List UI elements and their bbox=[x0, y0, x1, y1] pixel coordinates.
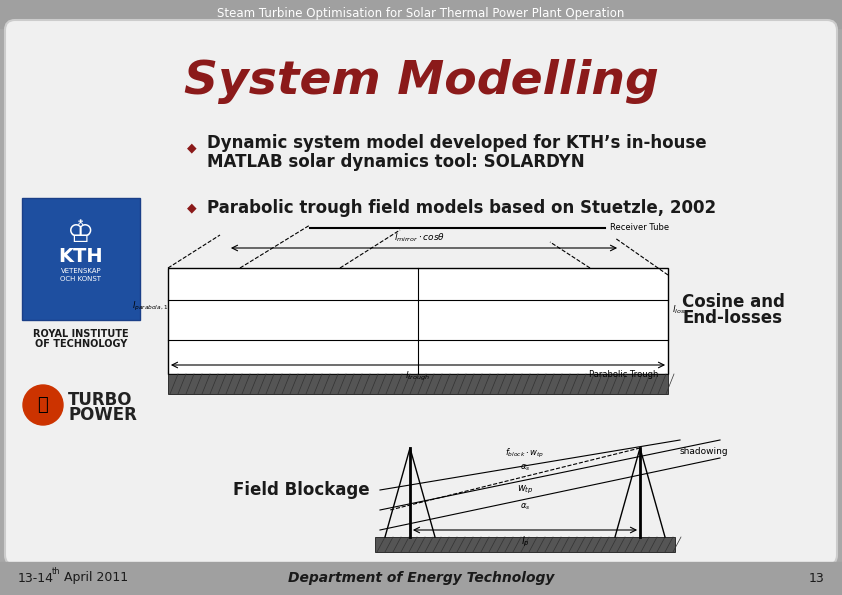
Text: End-losses: End-losses bbox=[682, 309, 782, 327]
Text: System Modelling: System Modelling bbox=[184, 60, 658, 105]
Text: TURBO: TURBO bbox=[68, 391, 132, 409]
Text: $l_{mirror} \cdot cos\theta$: $l_{mirror} \cdot cos\theta$ bbox=[394, 231, 445, 244]
Text: KTH: KTH bbox=[59, 246, 104, 265]
Text: ROYAL INSTITUTE: ROYAL INSTITUTE bbox=[33, 329, 129, 339]
Text: Department of Energy Technology: Department of Energy Technology bbox=[288, 571, 554, 585]
Text: $\alpha_s$: $\alpha_s$ bbox=[520, 463, 530, 473]
Text: $l_{trough}$: $l_{trough}$ bbox=[406, 370, 430, 383]
Text: POWER: POWER bbox=[68, 406, 137, 424]
Text: 13-14: 13-14 bbox=[18, 572, 54, 584]
Circle shape bbox=[23, 385, 63, 425]
Text: Receiver Tube: Receiver Tube bbox=[610, 223, 669, 231]
Bar bbox=[0, 0, 842, 28]
Bar bbox=[0, 562, 842, 595]
Text: 🔥: 🔥 bbox=[38, 396, 48, 414]
Text: $l_{parabola,1}$: $l_{parabola,1}$ bbox=[131, 299, 168, 312]
Text: th: th bbox=[52, 568, 61, 577]
FancyBboxPatch shape bbox=[5, 20, 837, 565]
Text: April 2011: April 2011 bbox=[60, 572, 128, 584]
Text: VETENSKAP: VETENSKAP bbox=[61, 268, 101, 274]
Text: Parabolic trough field models based on Stuetzle, 2002: Parabolic trough field models based on S… bbox=[207, 199, 717, 217]
Text: $l_{loss}$: $l_{loss}$ bbox=[672, 304, 689, 317]
Text: MATLAB solar dynamics tool: SOLARDYN: MATLAB solar dynamics tool: SOLARDYN bbox=[207, 153, 584, 171]
Text: shadowing: shadowing bbox=[680, 447, 728, 456]
Text: ◆: ◆ bbox=[187, 202, 197, 215]
Bar bbox=[168, 374, 668, 394]
Bar bbox=[22, 198, 140, 320]
Text: 13: 13 bbox=[808, 572, 824, 584]
Text: Dynamic system model developed for KTH’s in-house: Dynamic system model developed for KTH’s… bbox=[207, 134, 706, 152]
Text: $\alpha_s$: $\alpha_s$ bbox=[520, 502, 530, 512]
Text: OCH KONST: OCH KONST bbox=[61, 276, 102, 282]
Text: ◆: ◆ bbox=[187, 142, 197, 155]
Text: Parabolic Trough: Parabolic Trough bbox=[589, 370, 658, 379]
Text: OF TECHNOLOGY: OF TECHNOLOGY bbox=[35, 339, 127, 349]
Text: ♔: ♔ bbox=[67, 218, 94, 248]
Text: $l_p$: $l_p$ bbox=[520, 535, 530, 549]
Bar bbox=[375, 537, 675, 552]
Text: $w_{tp}$: $w_{tp}$ bbox=[517, 484, 533, 496]
Bar bbox=[168, 268, 668, 374]
Text: Cosine and: Cosine and bbox=[682, 293, 785, 311]
Text: Steam Turbine Optimisation for Solar Thermal Power Plant Operation: Steam Turbine Optimisation for Solar The… bbox=[217, 8, 625, 20]
Text: Field Blockage: Field Blockage bbox=[233, 481, 370, 499]
Text: $f_{block}\cdot w_{tp}$: $f_{block}\cdot w_{tp}$ bbox=[505, 446, 545, 459]
